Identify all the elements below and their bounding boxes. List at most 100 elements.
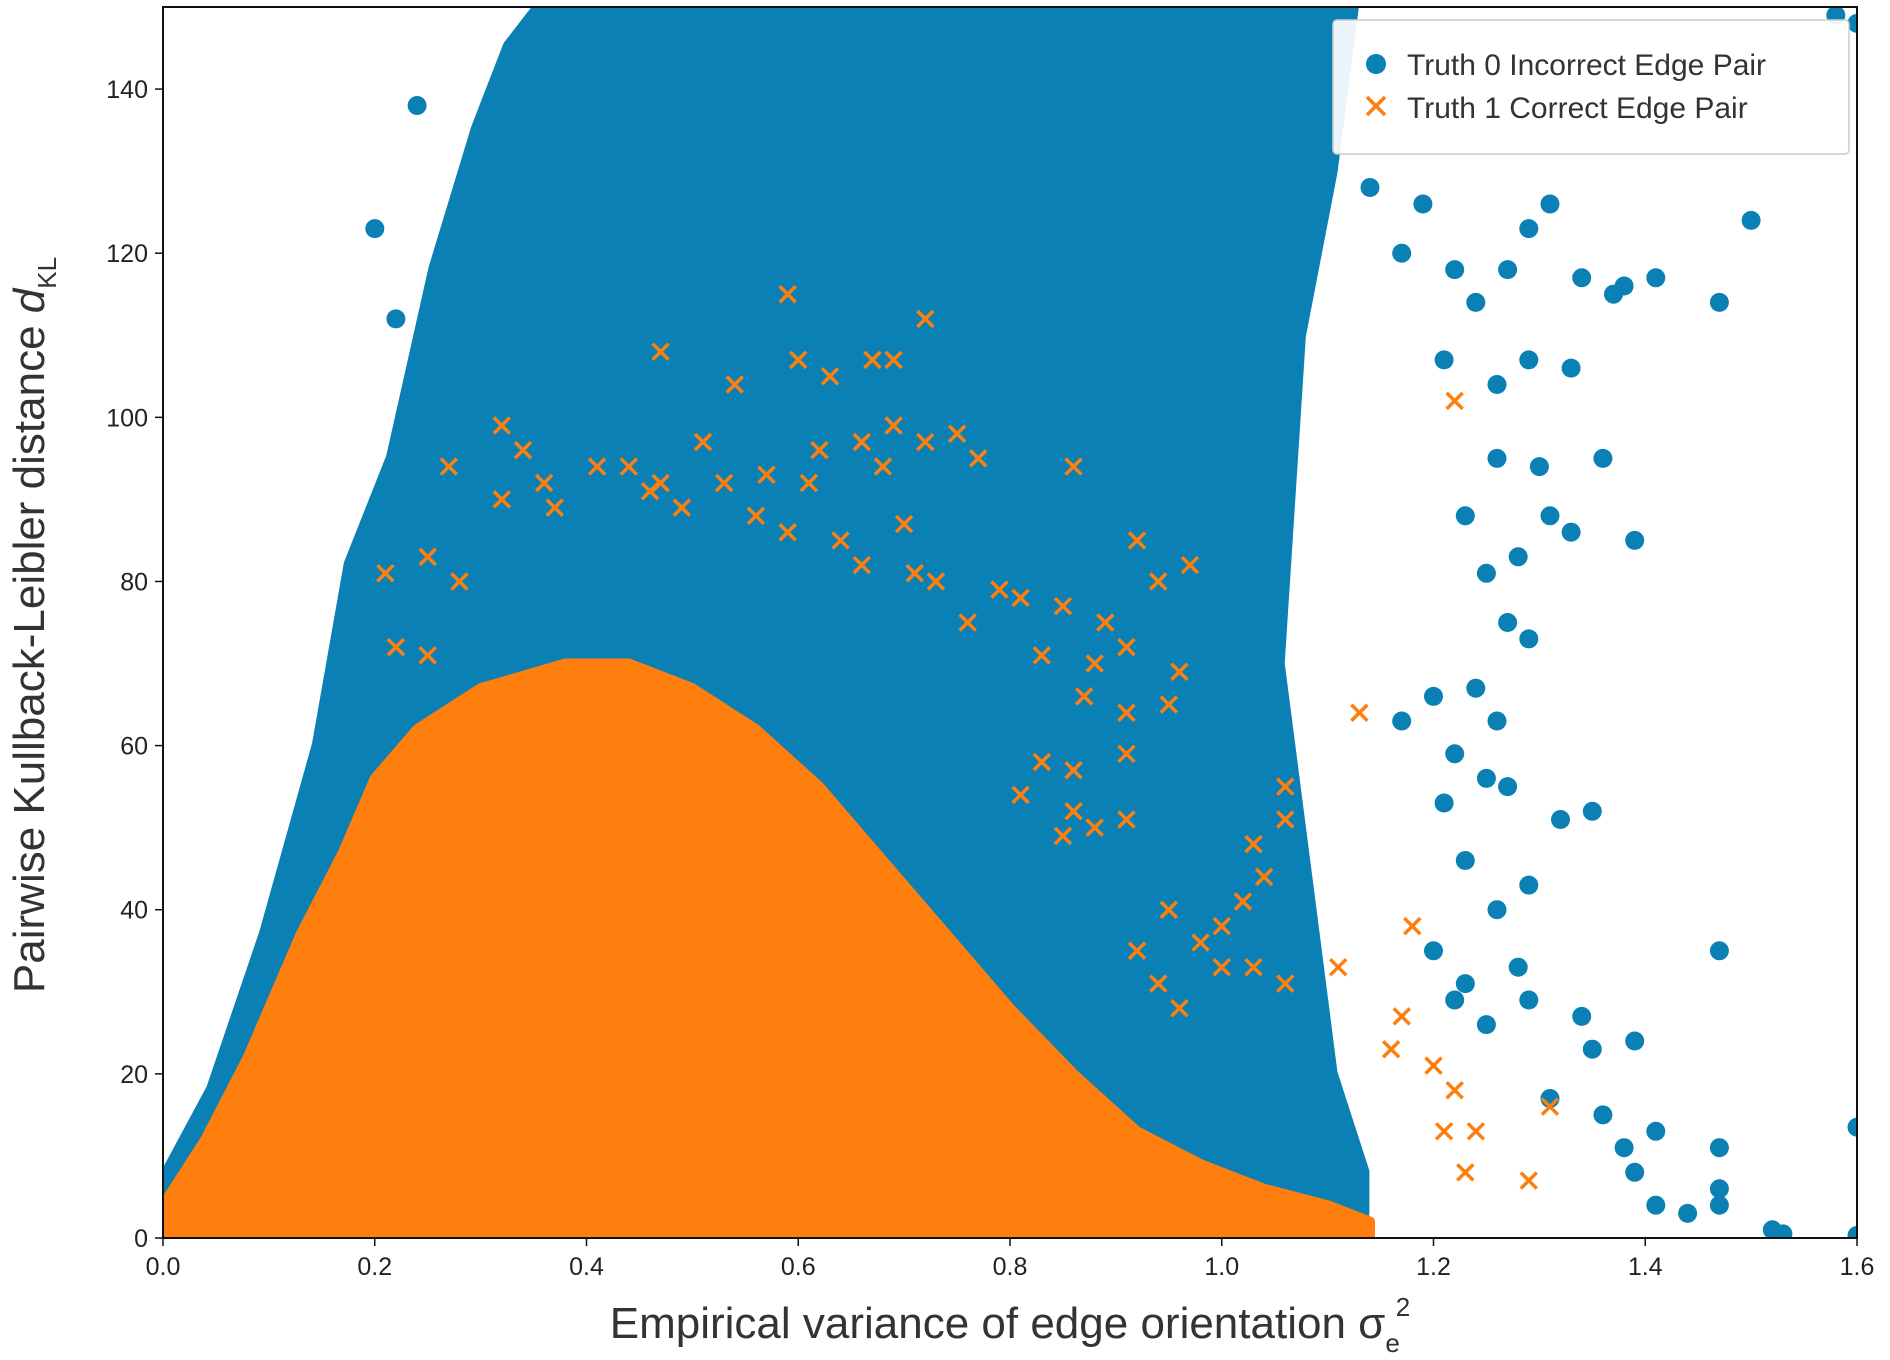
x-tick-label: 1.6 (1840, 1253, 1875, 1281)
series-0-point (1561, 358, 1581, 378)
y-tick-label: 100 (106, 404, 148, 432)
series-1-point (1053, 596, 1073, 616)
series-1-point (852, 432, 872, 452)
series-1-point (873, 457, 893, 476)
axis-ticks: 0.0 0.2 0.4 0.6 0.8 1.0 1.2 1.4 1.6 0 20 40 60 80 100 1… (106, 76, 1874, 1281)
series-0-point (1572, 1006, 1592, 1026)
series-1-point (746, 506, 766, 526)
series-0-point (1625, 1031, 1645, 1051)
series-1-dense-region (163, 658, 1375, 1238)
series-1-point (513, 440, 533, 460)
series-1-point (1381, 1040, 1401, 1059)
series-0-point (1392, 243, 1412, 263)
series-0-point (1424, 941, 1443, 961)
series-1-point (1244, 957, 1263, 977)
y-tick-label: 40 (120, 897, 148, 925)
series-0-point (1519, 219, 1539, 239)
series-0-point (1498, 613, 1518, 632)
series-0-point (1519, 350, 1539, 370)
series-0-point (1519, 990, 1539, 1010)
series-1-point (884, 416, 903, 435)
series-1-point (1466, 1122, 1486, 1141)
series-1-point (1085, 654, 1104, 673)
series-1-point (1276, 974, 1295, 993)
series-1-point (587, 457, 607, 476)
legend-label-truth-1: Truth 1 Correct Edge Pair (1407, 92, 1748, 125)
series-0-point (1487, 711, 1507, 731)
series-1-point (1127, 531, 1147, 550)
series-1-point (852, 555, 872, 575)
series-0-point (1476, 1015, 1496, 1035)
series-0-point (1540, 506, 1560, 526)
series-1-point (492, 416, 512, 435)
series-1-point (450, 572, 469, 591)
series-1-point (1032, 752, 1051, 772)
series-1-point (1011, 785, 1030, 805)
series-1-point (1148, 974, 1168, 993)
x-tick-label: 0.6 (781, 1253, 816, 1281)
series-1-point (1519, 1171, 1539, 1190)
series-1-point (1456, 1163, 1475, 1182)
series-1-point (1011, 588, 1030, 608)
series-1-point (1191, 933, 1210, 952)
series-0-point (1529, 457, 1549, 477)
series-0-point (1360, 178, 1380, 197)
series-1-point (1096, 613, 1115, 632)
series-1-point (619, 457, 639, 476)
series-1-point (958, 613, 977, 632)
series-1-point (545, 498, 564, 517)
series-1-point (651, 342, 670, 361)
series-1-point (725, 375, 744, 394)
series-0-point (1847, 13, 1857, 33)
series-0-point (1646, 268, 1666, 288)
series-0-point (1519, 629, 1539, 649)
series-0-point (1487, 375, 1507, 394)
y-tick-label: 80 (120, 568, 148, 596)
series-1-point (789, 350, 808, 370)
series-0-point (1508, 957, 1528, 977)
series-1-point (905, 564, 924, 583)
series-1-point (672, 498, 692, 517)
series-0-point (1476, 768, 1496, 788)
y-axis-label: Pairwise Kullback-Leibler distance dKL (5, 257, 62, 993)
series-0-point (1646, 1121, 1666, 1141)
series-0-point (1847, 1226, 1857, 1238)
legend-box (1332, 19, 1850, 155)
series-1-point (1212, 916, 1231, 936)
series-0-point (1709, 1195, 1729, 1215)
series-1-point (778, 284, 797, 304)
series-1-point (1540, 1097, 1560, 1116)
series-1-point (894, 514, 914, 534)
series-1-point (884, 350, 903, 370)
series-1-point (1233, 892, 1253, 911)
y-tick-label: 120 (106, 240, 148, 268)
series-1-point (386, 637, 406, 657)
y-tick-label: 20 (120, 1061, 148, 1089)
series-1-point (799, 473, 819, 493)
series-0-point (1487, 448, 1507, 468)
series-1-point (1032, 646, 1051, 665)
x-tick-label: 1.2 (1416, 1253, 1451, 1281)
x-tick-label: 0.8 (993, 1253, 1028, 1281)
series-0-point (1508, 547, 1528, 567)
series-0-point (1487, 900, 1507, 920)
series-1-point (1350, 703, 1369, 723)
series-0-point (1455, 974, 1475, 994)
series-1-point (916, 309, 935, 329)
series-1-point (820, 367, 840, 386)
x-tick-label: 0.2 (357, 1253, 392, 1281)
series-1-point (534, 473, 554, 493)
series-1-point (1170, 998, 1189, 1018)
series-1-point (1276, 810, 1295, 829)
series-1-point (1445, 391, 1464, 411)
series-1-point (1170, 662, 1189, 681)
series-1-point (926, 572, 946, 591)
series-0-point (1582, 1039, 1602, 1059)
series-1-point (1276, 777, 1295, 796)
series-0-point (1476, 563, 1496, 583)
series-1-point (863, 350, 882, 370)
series-0-point (1593, 448, 1613, 468)
y-tick-label: 140 (106, 76, 148, 104)
y-tick-label: 0 (134, 1225, 148, 1253)
series-0-point (1413, 194, 1433, 214)
